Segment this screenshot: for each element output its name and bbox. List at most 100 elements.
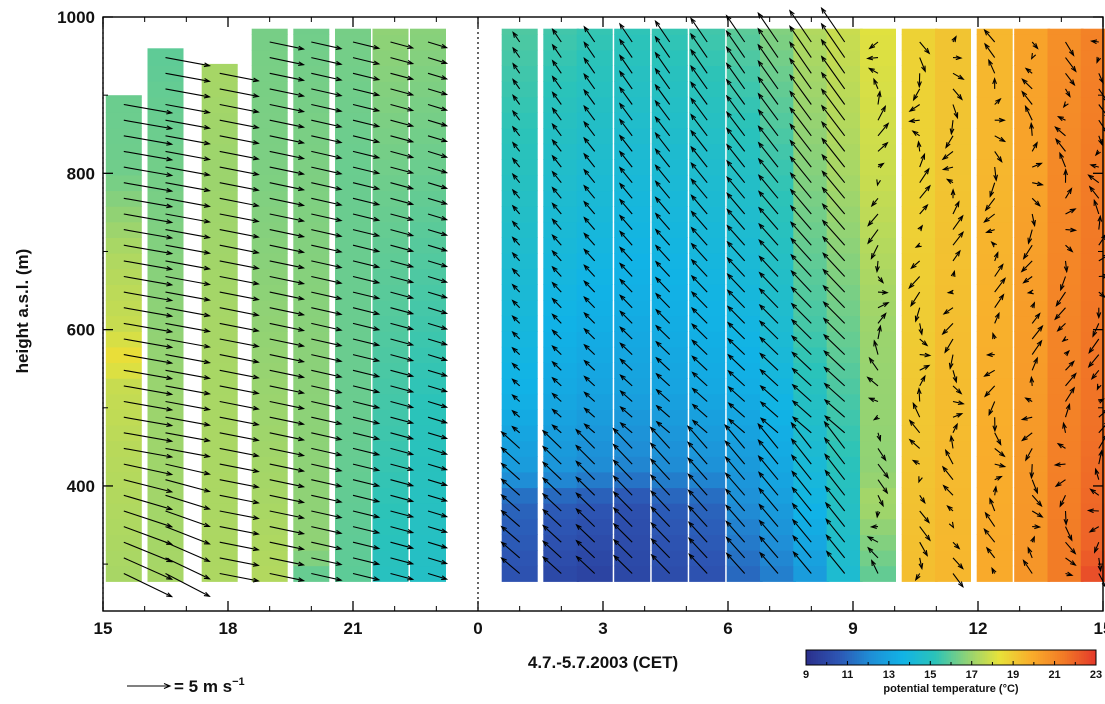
wind-arrow	[651, 538, 671, 559]
temperature-cell	[760, 34, 796, 51]
wind-arrow	[688, 553, 708, 574]
wind-arrow	[1060, 276, 1067, 290]
arrow-head	[298, 545, 306, 551]
wind-arrow	[1088, 354, 1100, 368]
wind-arrow	[123, 463, 172, 476]
wind-arrow	[552, 298, 562, 309]
wind-arrow	[1055, 463, 1066, 466]
colorbar-segment	[1004, 650, 1007, 665]
colorbar-segment	[832, 650, 836, 665]
arrow-head	[1059, 151, 1065, 159]
wind-arrow	[583, 26, 596, 43]
arrow-head	[511, 283, 518, 290]
arrow-head	[950, 269, 956, 277]
temperature-cell	[576, 362, 613, 379]
colorbar-segment	[1069, 650, 1073, 665]
arrow-head	[166, 281, 174, 287]
wind-arrow	[219, 338, 259, 348]
arrow-head	[373, 169, 381, 175]
arrow-head	[551, 233, 558, 241]
arrow-head	[166, 505, 174, 511]
arrow-head	[791, 470, 798, 477]
wind-arrow	[219, 557, 259, 566]
wind-arrow	[1031, 340, 1042, 355]
arrow-head	[824, 485, 831, 493]
wind-arrow	[311, 541, 342, 550]
arrow-head	[335, 342, 343, 347]
wind-arrow	[165, 244, 210, 254]
arrow-head	[407, 138, 415, 143]
arrow-head	[984, 390, 991, 398]
arrow-head	[203, 343, 211, 349]
colorbar-segment	[926, 650, 930, 665]
wind-arrow	[219, 369, 259, 379]
wind-arrow	[759, 272, 779, 293]
arrow-head	[583, 25, 590, 33]
wind-arrow	[269, 275, 304, 285]
temperature-cell	[760, 221, 796, 238]
arrow-head	[166, 471, 174, 476]
colorbar-segment	[854, 650, 858, 665]
temperature-cell	[543, 128, 580, 145]
wind-arrow	[613, 444, 633, 465]
arrow-head	[373, 404, 381, 409]
wind-arrow	[655, 261, 671, 277]
wind-arrow	[123, 119, 172, 130]
arrow-head	[883, 122, 890, 129]
wind-arrow	[427, 41, 447, 49]
temperature-cell	[935, 440, 971, 457]
temperature-cell	[614, 550, 651, 567]
arrow-head	[298, 373, 306, 379]
colorbar-segment	[842, 650, 846, 665]
wind-arrow	[873, 78, 879, 90]
wind-arrow	[877, 302, 889, 309]
arrow-head	[822, 317, 830, 324]
temperature-cell	[1047, 143, 1084, 160]
arrow-head	[1098, 139, 1103, 147]
arrow-head	[551, 59, 558, 67]
arrow-head	[511, 267, 518, 275]
arrow-head	[1026, 289, 1034, 295]
temperature-cell	[651, 331, 688, 348]
colorbar-segment	[1054, 650, 1058, 665]
colorbar-segment	[818, 650, 821, 665]
temperature-cell	[793, 268, 830, 285]
arrow-head	[612, 427, 619, 434]
arrow-head	[866, 55, 874, 61]
arrow-head	[690, 226, 697, 234]
wind-arrow	[824, 421, 846, 449]
wind-arrow	[352, 291, 379, 299]
arrow-head	[551, 170, 558, 178]
arrow-head	[688, 553, 695, 560]
wind-arrow	[983, 528, 996, 543]
temperature-cell	[614, 34, 651, 51]
wind-arrow	[219, 416, 259, 426]
wind-arrow	[877, 106, 886, 121]
wind-arrow	[552, 139, 562, 152]
temperature-cell	[614, 565, 651, 582]
arrow-head	[1062, 421, 1067, 429]
arrow-head	[335, 357, 343, 363]
arrow-head	[876, 179, 881, 187]
arrow-head	[512, 31, 518, 38]
arrow-head	[989, 190, 995, 198]
temperature-cell	[614, 362, 651, 379]
arrow-head	[512, 78, 518, 85]
x-tick-label: 15	[94, 619, 113, 638]
wind-arrow	[311, 119, 342, 128]
arrow-head	[820, 6, 827, 14]
arrow-head	[757, 125, 764, 132]
temperature-cell	[576, 128, 613, 145]
colorbar-tick-label: 19	[1007, 669, 1019, 681]
colorbar-segment	[830, 650, 833, 665]
temperature-cell	[1014, 362, 1051, 379]
arrow-head	[877, 324, 882, 332]
arrow-head	[203, 140, 211, 146]
wind-arrow	[867, 536, 879, 543]
arrow-head	[914, 315, 920, 323]
wind-arrow	[1088, 174, 1100, 184]
arrow-head	[500, 446, 507, 453]
temperature-cell	[1080, 456, 1105, 473]
arrow-head	[757, 92, 764, 100]
wind-arrow	[552, 28, 562, 43]
